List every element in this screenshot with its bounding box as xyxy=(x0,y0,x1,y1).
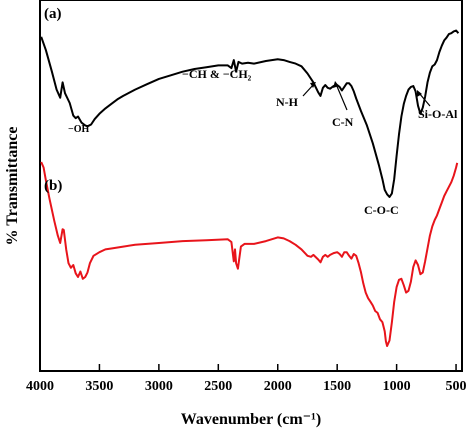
x-axis-title: Wavenumber (cm⁻¹) xyxy=(181,411,321,428)
annotation-cn: C-N xyxy=(332,115,354,129)
series-line-1 xyxy=(40,161,459,347)
panel-label-b: (b) xyxy=(44,178,62,194)
arrow-cn-head xyxy=(333,81,339,88)
annotation-sioal: Si-O-Al xyxy=(418,107,458,121)
annotation-ch: −CH & −CH₂ xyxy=(182,67,252,81)
x-tick-label-2500: 2500 xyxy=(204,379,232,394)
annotation-coc: C-O-C xyxy=(364,203,399,217)
arrow-nh-head xyxy=(310,82,316,88)
annotation-oh: −OH xyxy=(68,124,89,135)
panel-label-a: (a) xyxy=(44,6,62,22)
x-tick-label-1000: 1000 xyxy=(383,379,411,394)
plot-frame xyxy=(39,0,463,372)
x-tick-label-3000: 3000 xyxy=(145,379,173,394)
annotation-nh: N-H xyxy=(276,95,299,109)
series-layer xyxy=(40,29,460,347)
x-tick-label-3500: 3500 xyxy=(85,379,113,394)
x-axis-ticks: 4000 3500 3000 2500 2000 1500 1000 500 xyxy=(26,364,467,394)
x-tick-label-500: 500 xyxy=(446,379,467,394)
arrow-sioal xyxy=(418,92,431,107)
arrow-sioal-head xyxy=(417,90,422,97)
series-line-0 xyxy=(40,29,460,198)
x-tick-label-1500: 1500 xyxy=(323,379,351,394)
x-tick-label-4000: 4000 xyxy=(26,379,54,394)
x-tick-label-2000: 2000 xyxy=(264,379,292,394)
y-axis-title: % Transmittance xyxy=(4,127,21,246)
arrow-cn xyxy=(335,83,348,111)
